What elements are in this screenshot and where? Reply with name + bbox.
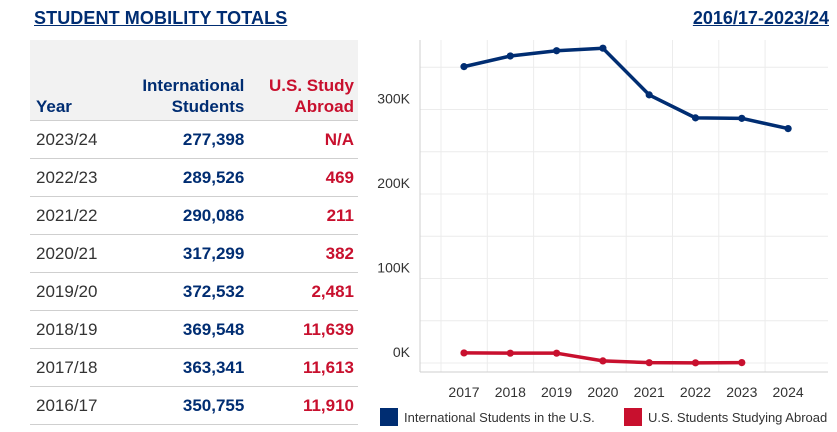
cell-year: 2018/19 [30,310,102,349]
x-tick-label: 2018 [495,384,526,400]
legend-item-abroad: U.S. Students Studying Abroad [624,408,827,426]
x-tick-label: 2021 [634,384,665,400]
cell-study-abroad: 211 [248,196,358,235]
table-header-row: Year International Students U.S. Study A… [30,40,358,121]
legend-swatch-abroad [624,408,642,426]
cell-year: 2021/22 [30,196,102,235]
year-range-link[interactable]: 2016/17-2023/24 [692,8,829,28]
legend-label-abroad: U.S. Students Studying Abroad [648,409,828,425]
cell-international: 277,398 [101,120,249,159]
y-tick-label: 300K [377,91,410,107]
cell-year: 2016/17 [30,386,102,425]
cell-study-abroad: 469 [248,158,358,197]
table-row: 2018/19 369,548 11,639 [30,310,358,349]
y-tick-label: 100K [377,260,410,276]
data-point-abroad [553,349,561,357]
data-point-international [738,114,746,122]
table-row: 2023/24 277,398 N/A [30,120,358,159]
table-row: 2017/18 363,341 11,613 [30,348,358,387]
legend-item-international: International Students in the U.S. [380,408,595,426]
cell-year: 2017/18 [30,348,102,387]
cell-year: 2023/24 [30,120,102,159]
data-point-international [506,52,514,60]
x-tick-label: 2017 [448,384,479,400]
x-tick-label: 2023 [726,384,757,400]
header-year: Year [30,40,102,121]
data-point-abroad [691,359,700,367]
cell-study-abroad: 11,910 [248,386,358,425]
legend-swatch-international [380,408,398,426]
cell-international: 372,532 [101,272,249,311]
cell-international: 369,548 [101,310,249,349]
cell-international: 290,086 [101,196,249,235]
table-row: 2021/22 290,086 211 [30,196,358,235]
data-point-international [645,91,653,99]
legend-label-international: International Students in the U.S. [404,409,595,425]
data-point-international [784,124,792,133]
cell-year: 2022/23 [30,158,102,197]
table-row: 2016/17 350,755 11,910 [30,386,358,425]
data-point-international [691,114,700,122]
cell-year: 2019/20 [30,272,102,311]
data-point-abroad [738,359,746,367]
cell-study-abroad: N/A [248,120,358,159]
y-tick-label: 200K [377,175,410,191]
mobility-table: Year International Students U.S. Study A… [30,40,358,425]
cell-study-abroad: 11,613 [248,348,358,387]
table-row: 2019/20 372,532 2,481 [30,272,358,311]
header-study-abroad: U.S. Study Abroad [248,40,358,121]
data-point-abroad [645,359,653,367]
table-row: 2020/21 317,299 382 [30,234,358,273]
data-point-international [460,63,468,71]
data-point-abroad [599,357,607,365]
x-tick-label: 2024 [773,384,804,400]
data-point-international [599,44,607,52]
page-title: STUDENT MOBILITY TOTALS [34,8,288,28]
series-line-international [463,46,789,131]
y-tick-label: 0K [393,344,411,360]
cell-year: 2020/21 [30,234,102,273]
data-point-abroad [460,349,468,357]
cell-study-abroad: 11,639 [248,310,358,349]
data-point-abroad [506,349,514,357]
cell-international: 289,526 [101,158,249,197]
x-tick-label: 2019 [541,384,572,400]
cell-international: 350,755 [101,386,249,425]
cell-international: 317,299 [101,234,249,273]
x-tick-label: 2022 [680,384,711,400]
cell-study-abroad: 382 [248,234,358,273]
data-point-international [553,47,561,55]
cell-international: 363,341 [101,348,249,387]
mobility-line-chart: 0K 100K 200K 300K 2017 2018 2019 2020 2021 2022 20… [377,40,828,400]
cell-study-abroad: 2,481 [248,272,358,311]
x-tick-label: 2020 [587,384,618,400]
header-international: International Students [101,40,249,121]
table-row: 2022/23 289,526 469 [30,158,358,197]
